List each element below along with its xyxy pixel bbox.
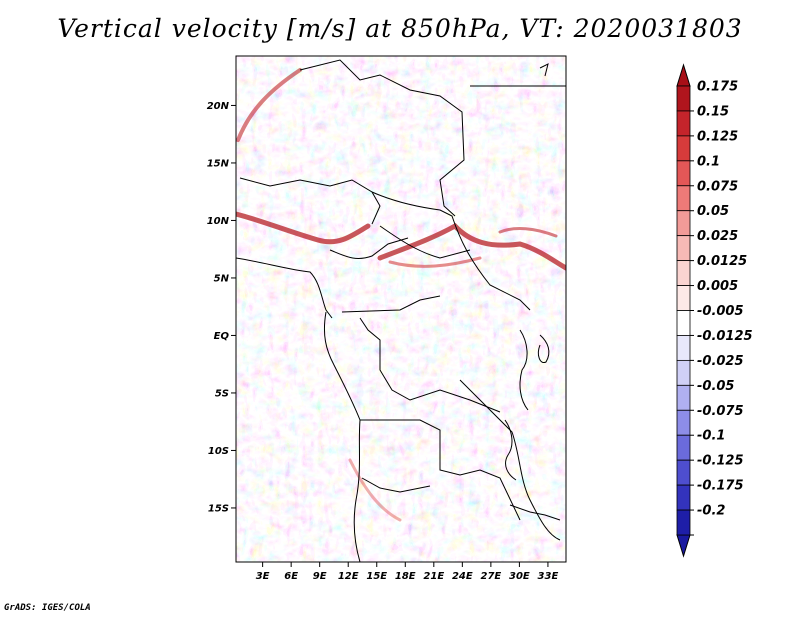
colorbar-swatch — [676, 310, 691, 336]
strong-ascent-bands — [236, 68, 566, 522]
colorbar-swatch — [676, 459, 691, 486]
colorbar-swatch — [676, 135, 691, 162]
lat-tick-label: 15N — [207, 158, 230, 169]
lon-tick-label: 15E — [366, 571, 387, 582]
colorbar-swatch — [676, 185, 691, 212]
colorbar-top-arrow — [676, 63, 691, 87]
lon-tick-label: 18E — [395, 571, 416, 582]
colorbar-swatch — [676, 285, 691, 311]
colorbar-label: 0.1 — [697, 154, 720, 169]
plot-frame — [235, 55, 567, 563]
colorbar-swatch — [676, 434, 691, 461]
colorbar-label: -0.0125 — [697, 329, 753, 344]
colorbar-label: 0.05 — [697, 204, 729, 219]
colorbar-bottom-arrow — [676, 534, 691, 558]
colorbar-label: 0.0125 — [697, 254, 747, 269]
colorbar-swatch — [676, 160, 691, 187]
lon-tick-label: 33E — [538, 571, 559, 582]
map-axes: 20N 15N 10N 5N EQ 5S 10S 15S 3E 6E 9E 12E 15E 18E 21E 2… — [207, 101, 559, 582]
colorbar-label: -0.05 — [697, 379, 734, 394]
colorbar-swatch — [676, 359, 691, 386]
lat-tick-label: 5S — [215, 388, 229, 399]
colorbar-swatch — [676, 335, 691, 361]
colorbar-swatch — [676, 260, 691, 286]
map-title: Vertical velocity [m/s] at 850hPa, VT: 2… — [57, 14, 743, 43]
lat-tick-label: 20N — [207, 101, 230, 112]
lon-tick-label: 12E — [338, 571, 359, 582]
colorbar-label: -0.005 — [697, 304, 744, 319]
colorbar-swatch — [676, 85, 691, 112]
lon-tick-label: 30E — [509, 571, 530, 582]
colorbar-swatch — [676, 110, 691, 137]
lon-tick-label: 9E — [313, 571, 327, 582]
lon-tick-label: 3E — [256, 571, 270, 582]
colorbar-swatch — [676, 509, 691, 536]
grads-credit: GrADS: IGES/COLA — [4, 603, 91, 613]
colorbar-swatch — [676, 384, 691, 411]
colorbar-label: -0.2 — [697, 504, 725, 519]
lon-tick-label: 6E — [284, 571, 298, 582]
colorbar-label: -0.075 — [697, 404, 744, 419]
lat-tick-label: 10S — [208, 446, 229, 457]
lat-tick-label: 5N — [214, 273, 230, 284]
colorbar-label: 0.025 — [697, 229, 738, 244]
colorbar-label: 0.075 — [697, 179, 738, 194]
lat-tick-label: EQ — [214, 331, 230, 342]
colorbar-swatch — [676, 484, 691, 511]
colorbar-label: 0.175 — [697, 80, 738, 95]
colorbar-label: 0.125 — [697, 129, 738, 144]
lon-tick-label: 21E — [423, 571, 444, 582]
colorbar-label: -0.175 — [697, 479, 744, 494]
lon-tick-label: 24E — [452, 571, 473, 582]
colorbar-label: -0.1 — [697, 429, 725, 444]
colorbar-label: 0.005 — [697, 279, 738, 294]
colorbar-label: -0.025 — [697, 354, 744, 369]
colorbar-label: 0.15 — [697, 104, 729, 119]
colorbar-label: -0.125 — [697, 454, 744, 469]
colorbar: 0.175 0.15 0.125 0.1 0.075 0.05 0.025 0.0125 0.0… — [676, 63, 753, 558]
colorbar-swatch — [676, 409, 691, 436]
colorbar-swatch — [676, 235, 691, 262]
lon-tick-label: 27E — [480, 571, 501, 582]
country-borders — [236, 59, 566, 562]
lat-tick-label: 15S — [208, 503, 229, 514]
colorbar-swatch — [676, 210, 691, 237]
lat-tick-label: 10N — [207, 216, 230, 227]
